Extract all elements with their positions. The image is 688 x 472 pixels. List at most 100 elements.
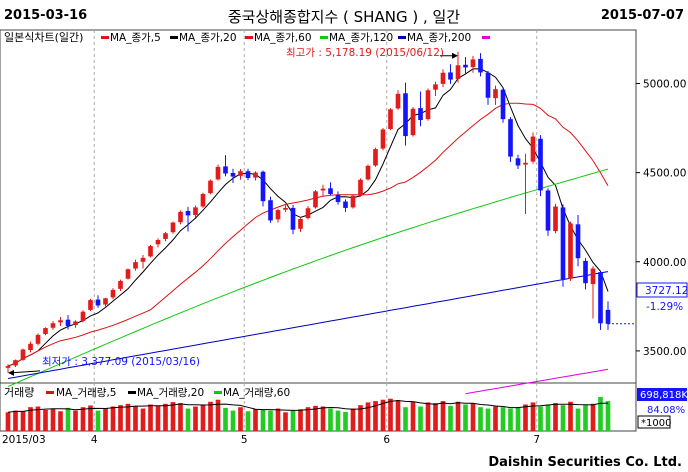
volume-bar[interactable] bbox=[545, 404, 551, 431]
volume-bar[interactable] bbox=[140, 408, 146, 431]
candle[interactable] bbox=[58, 320, 63, 323]
volume-bar[interactable] bbox=[155, 405, 161, 431]
candle[interactable] bbox=[440, 72, 446, 84]
volume-bar[interactable] bbox=[208, 401, 213, 431]
candle[interactable] bbox=[448, 72, 453, 80]
volume-bar[interactable] bbox=[328, 408, 333, 431]
volume-bar[interactable] bbox=[305, 407, 311, 431]
candle[interactable] bbox=[530, 136, 536, 162]
volume-bar[interactable] bbox=[290, 410, 296, 431]
candle[interactable] bbox=[43, 328, 48, 334]
volume-bar[interactable] bbox=[395, 400, 401, 431]
volume-bar[interactable] bbox=[118, 405, 123, 431]
candle[interactable] bbox=[118, 281, 123, 289]
volume-bar[interactable] bbox=[350, 408, 356, 431]
volume-bar[interactable] bbox=[193, 406, 198, 431]
candle[interactable] bbox=[155, 240, 161, 245]
candle[interactable] bbox=[418, 108, 423, 121]
volume-bar[interactable] bbox=[403, 407, 408, 431]
candle[interactable] bbox=[283, 207, 288, 210]
candle[interactable] bbox=[238, 171, 243, 176]
volume-bar[interactable] bbox=[215, 399, 221, 431]
volume-bar[interactable] bbox=[65, 407, 71, 431]
volume-bar[interactable] bbox=[440, 401, 446, 431]
volume-bar[interactable] bbox=[148, 404, 153, 431]
volume-bar[interactable] bbox=[560, 405, 566, 431]
candle[interactable] bbox=[178, 211, 183, 223]
candle[interactable] bbox=[163, 233, 168, 239]
volume-bar[interactable] bbox=[433, 403, 438, 431]
volume-bar[interactable] bbox=[5, 412, 11, 431]
volume-bar[interactable] bbox=[20, 411, 26, 431]
volume-bar[interactable] bbox=[508, 408, 513, 431]
volume-bar[interactable] bbox=[43, 409, 48, 431]
candle[interactable] bbox=[583, 260, 588, 284]
candle[interactable] bbox=[485, 72, 491, 98]
candle[interactable] bbox=[335, 194, 341, 203]
candle[interactable] bbox=[328, 188, 333, 195]
volume-bar[interactable] bbox=[170, 402, 176, 431]
candle[interactable] bbox=[110, 289, 116, 298]
volume-bar[interactable] bbox=[80, 407, 86, 431]
volume-bar[interactable] bbox=[313, 405, 318, 431]
volume-bar[interactable] bbox=[335, 410, 341, 431]
candle[interactable] bbox=[313, 191, 318, 208]
candle[interactable] bbox=[275, 210, 281, 220]
volume-bar[interactable] bbox=[418, 406, 423, 431]
candle[interactable] bbox=[523, 162, 528, 165]
volume-bar[interactable] bbox=[125, 403, 131, 431]
candle[interactable] bbox=[478, 58, 483, 73]
candle[interactable] bbox=[605, 309, 611, 324]
candle[interactable] bbox=[230, 172, 236, 177]
candle[interactable] bbox=[575, 224, 581, 259]
candle[interactable] bbox=[598, 272, 603, 324]
volume-bar[interactable] bbox=[298, 409, 303, 431]
volume-bar[interactable] bbox=[605, 401, 611, 431]
volume-bar[interactable] bbox=[590, 403, 596, 431]
candle[interactable] bbox=[553, 206, 558, 232]
volume-bar[interactable] bbox=[493, 406, 498, 431]
candle[interactable] bbox=[545, 190, 551, 231]
volume-bar[interactable] bbox=[163, 403, 168, 431]
volume-bar[interactable] bbox=[455, 401, 461, 431]
candle[interactable] bbox=[200, 194, 206, 207]
volume-bar[interactable] bbox=[583, 405, 588, 431]
candle[interactable] bbox=[343, 201, 348, 208]
volume-bar[interactable] bbox=[500, 407, 506, 431]
stock-chart[interactable]: 일본식차트(일간) MA_종가,5 MA_종가,20 MA_종가,60 MA_종… bbox=[0, 28, 688, 450]
candle[interactable] bbox=[260, 171, 266, 202]
candle[interactable] bbox=[73, 321, 78, 326]
candle[interactable] bbox=[493, 89, 498, 99]
candle[interactable] bbox=[455, 65, 461, 80]
volume-bar[interactable] bbox=[13, 410, 18, 431]
volume-bar[interactable] bbox=[358, 405, 363, 431]
candle[interactable] bbox=[208, 180, 213, 194]
volume-bar[interactable] bbox=[253, 409, 258, 431]
volume-bar[interactable] bbox=[485, 408, 491, 431]
candle[interactable] bbox=[560, 207, 566, 280]
candle[interactable] bbox=[193, 207, 198, 216]
candle[interactable] bbox=[298, 218, 303, 229]
volume-bar[interactable] bbox=[103, 408, 108, 431]
candle[interactable] bbox=[410, 108, 416, 136]
price-panel[interactable] bbox=[0, 29, 637, 384]
volume-bar[interactable] bbox=[238, 407, 243, 431]
candle[interactable] bbox=[140, 257, 146, 262]
candle[interactable] bbox=[320, 188, 326, 191]
volume-bar[interactable] bbox=[88, 405, 93, 432]
volume-bar[interactable] bbox=[245, 411, 251, 431]
volume-bar[interactable] bbox=[320, 406, 326, 431]
candle[interactable] bbox=[5, 366, 11, 368]
candle[interactable] bbox=[103, 298, 108, 305]
candle[interactable] bbox=[470, 59, 476, 68]
volume-bar[interactable] bbox=[343, 411, 348, 431]
candle[interactable] bbox=[290, 207, 296, 230]
volume-bar[interactable] bbox=[373, 401, 378, 431]
candle[interactable] bbox=[365, 165, 371, 180]
volume-bar[interactable] bbox=[448, 405, 453, 431]
volume-bar[interactable] bbox=[410, 401, 416, 431]
candle[interactable] bbox=[245, 171, 251, 178]
candle[interactable] bbox=[80, 311, 86, 321]
candle[interactable] bbox=[95, 299, 101, 306]
candle[interactable] bbox=[433, 84, 438, 90]
